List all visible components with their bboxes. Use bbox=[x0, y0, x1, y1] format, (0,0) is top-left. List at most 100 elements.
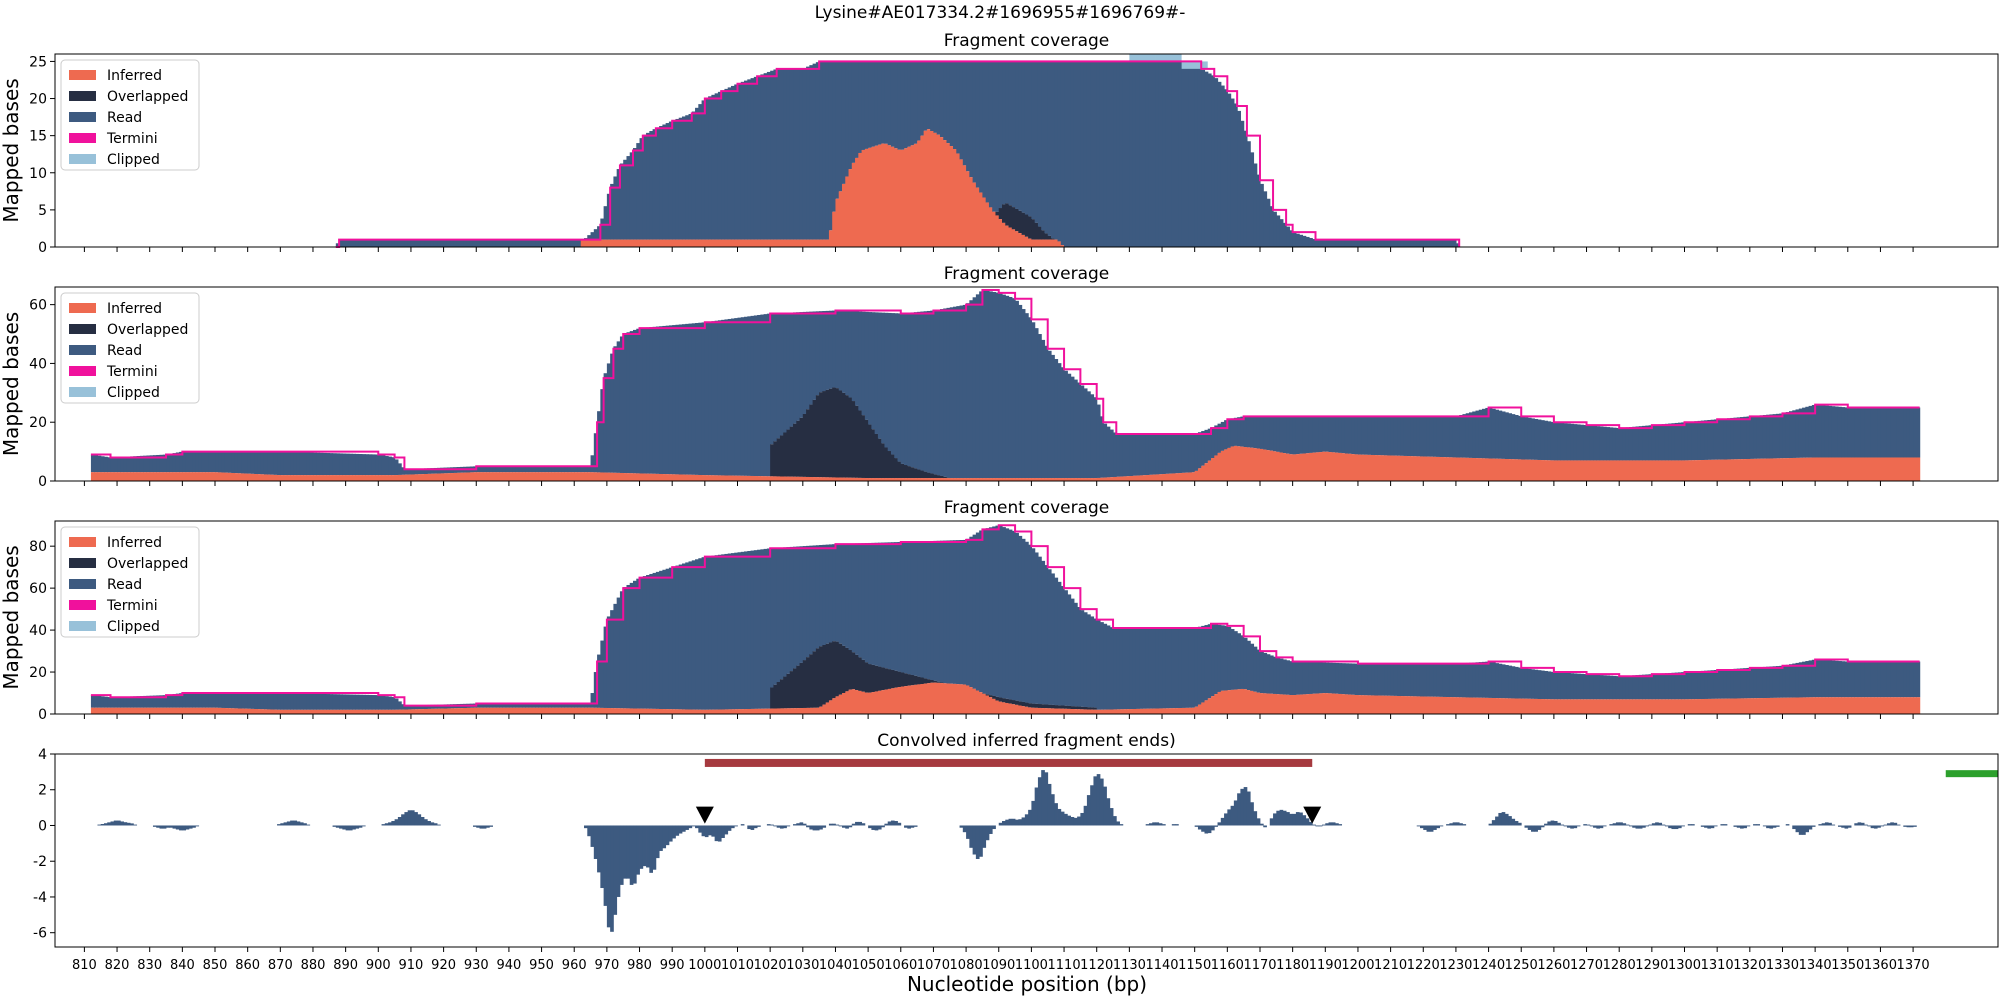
read-bar bbox=[234, 451, 239, 474]
inferred-bar bbox=[332, 709, 337, 714]
read-bar bbox=[740, 551, 745, 710]
inferred-bar bbox=[263, 709, 268, 714]
signal-bar bbox=[962, 825, 967, 833]
signal-bar bbox=[293, 820, 298, 826]
inferred-bar bbox=[760, 708, 765, 714]
read-bar bbox=[561, 466, 566, 473]
inferred-bar bbox=[1188, 472, 1193, 481]
overlapped-bar bbox=[871, 429, 876, 479]
inferred-bar bbox=[704, 709, 709, 714]
read-bar bbox=[394, 239, 399, 247]
signal-bar bbox=[730, 825, 735, 829]
read-bar bbox=[1073, 602, 1078, 707]
read-bar bbox=[668, 325, 673, 475]
read-bar bbox=[1175, 61, 1179, 247]
inferred-bar bbox=[1031, 707, 1036, 714]
signal-bar bbox=[985, 825, 990, 841]
inferred-bar bbox=[1883, 697, 1888, 714]
read-bar bbox=[890, 313, 895, 455]
inferred-bar bbox=[1841, 457, 1846, 481]
inferred-bar bbox=[404, 709, 409, 714]
read-bar bbox=[574, 703, 579, 708]
inferred-bar bbox=[597, 472, 601, 481]
inferred-bar bbox=[1508, 459, 1513, 481]
read-bar bbox=[714, 555, 719, 710]
inferred-bar bbox=[1348, 453, 1353, 481]
read-bar bbox=[851, 543, 856, 653]
signal-bar bbox=[1713, 825, 1718, 827]
inferred-bar bbox=[1018, 233, 1023, 247]
read-bar bbox=[1419, 663, 1424, 697]
inferred-bar bbox=[1093, 709, 1098, 714]
x-tick-label: 880 bbox=[301, 958, 326, 973]
read-bar bbox=[1619, 427, 1624, 461]
inferred-bar bbox=[1390, 695, 1395, 714]
inferred-bar bbox=[939, 478, 944, 481]
inferred-bar bbox=[1890, 697, 1895, 714]
read-bar bbox=[1531, 669, 1535, 699]
read-bar bbox=[1171, 61, 1176, 247]
signal-bar bbox=[1553, 821, 1558, 826]
inferred-bar bbox=[453, 708, 458, 714]
inferred-bar bbox=[100, 472, 105, 481]
inferred-bar bbox=[1057, 241, 1062, 247]
read-bar bbox=[361, 454, 366, 476]
x-tick-label: 940 bbox=[496, 958, 521, 973]
inferred-bar bbox=[381, 475, 386, 481]
read-bar bbox=[881, 542, 886, 668]
read-bar bbox=[1560, 672, 1565, 700]
read-bar bbox=[1413, 239, 1418, 247]
read-bar bbox=[172, 453, 177, 473]
inferred-bar bbox=[1233, 445, 1238, 481]
inferred-bar bbox=[166, 472, 170, 481]
read-bar bbox=[570, 703, 575, 708]
read-bar bbox=[881, 61, 886, 144]
inferred-bar bbox=[1021, 706, 1026, 714]
overlapped-bar bbox=[904, 673, 908, 687]
read-bar bbox=[887, 61, 892, 146]
read-bar bbox=[822, 61, 827, 240]
inferred-bar bbox=[538, 707, 543, 714]
inferred-bar bbox=[1354, 454, 1359, 481]
read-bar bbox=[358, 239, 363, 247]
termini-line bbox=[335, 60, 1461, 248]
inferred-bar bbox=[1279, 694, 1284, 714]
inferred-bar bbox=[538, 472, 543, 481]
inferred-bar bbox=[1005, 702, 1010, 714]
inferred-bar bbox=[1769, 458, 1774, 481]
inferred-bar bbox=[1527, 698, 1532, 714]
inferred-bar bbox=[1148, 708, 1153, 714]
inferred-bar bbox=[835, 198, 840, 247]
read-bar bbox=[610, 183, 615, 240]
inferred-bar bbox=[806, 239, 810, 247]
inferred-bar bbox=[1710, 459, 1715, 481]
read-bar bbox=[1351, 663, 1356, 695]
inferred-bar bbox=[874, 691, 879, 714]
read-bar bbox=[616, 341, 621, 473]
inferred-bar bbox=[1802, 697, 1806, 714]
inferred-bar bbox=[815, 477, 820, 481]
read-bar bbox=[786, 547, 791, 674]
read-bar bbox=[528, 466, 533, 473]
read-bar bbox=[1436, 663, 1441, 697]
signal-bar bbox=[1576, 825, 1581, 827]
read-bar bbox=[1269, 655, 1274, 694]
inferred-bar bbox=[907, 478, 912, 481]
read-bar bbox=[1635, 426, 1640, 461]
read-bar bbox=[953, 61, 957, 150]
inferred-bar bbox=[1286, 694, 1290, 714]
inferred-bar bbox=[662, 709, 667, 714]
read-bar bbox=[796, 312, 801, 421]
read-bar bbox=[486, 239, 490, 247]
signal-bar bbox=[195, 825, 200, 827]
inferred-bar bbox=[1622, 699, 1627, 714]
read-bar bbox=[580, 466, 585, 473]
signal-bar bbox=[1488, 823, 1493, 826]
read-bar bbox=[361, 239, 366, 247]
read-bar bbox=[1282, 416, 1287, 454]
inferred-bar bbox=[1642, 460, 1646, 481]
inferred-bar bbox=[1152, 474, 1157, 481]
inferred-bar bbox=[1615, 460, 1620, 481]
inferred-bar bbox=[636, 239, 641, 247]
read-bar bbox=[1713, 419, 1718, 460]
